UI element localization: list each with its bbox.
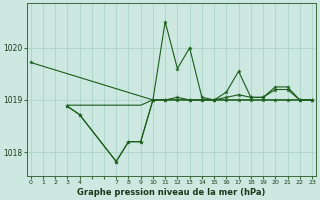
X-axis label: Graphe pression niveau de la mer (hPa): Graphe pression niveau de la mer (hPa) (77, 188, 266, 197)
